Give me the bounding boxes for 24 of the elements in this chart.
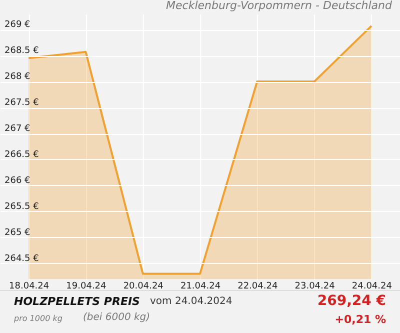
text: vom 24.04.2024: [150, 296, 232, 307]
y-tick-label: 265.5 €: [4, 202, 40, 212]
y-tick-label: 266 €: [4, 176, 31, 186]
x-tick-label: 21.04.24: [180, 282, 221, 292]
y-tick-label: 267.5 €: [4, 98, 40, 108]
y-tick-label: 268.5 €: [4, 46, 40, 56]
y-tick-label: 265 €: [4, 228, 31, 238]
x-tick-label: 20.04.24: [123, 282, 164, 292]
chart-title: Mecklenburg-Vorpommern - Deutschland: [166, 0, 394, 12]
x-tick-label: 22.04.24: [238, 282, 278, 292]
text: +0,21 %: [334, 313, 386, 326]
x-tick-label: 18.04.24: [9, 282, 50, 292]
x-tick-label: 24.04.24: [352, 282, 392, 292]
text: (bei 6000 kg): [83, 312, 150, 323]
y-tick-label: 264.5 €: [4, 254, 40, 264]
y-tick-label: 266.5 €: [4, 150, 40, 160]
y-tick-label: 269 €: [4, 20, 31, 30]
text: 269,24 €: [317, 293, 386, 309]
text: HOLZPELLETS PREIS: [14, 295, 140, 308]
x-tick-label: 23.04.24: [294, 282, 336, 292]
text: pro 1000 kg: [14, 314, 62, 323]
x-tick-label: 19.04.24: [66, 282, 107, 292]
y-tick-label: 267 €: [4, 124, 31, 134]
y-tick-label: 268 €: [4, 72, 31, 82]
